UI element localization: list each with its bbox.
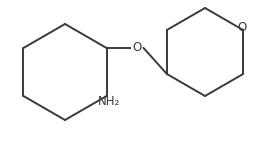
Text: O: O — [132, 42, 141, 55]
Text: NH₂: NH₂ — [97, 95, 120, 108]
Text: O: O — [237, 21, 247, 34]
